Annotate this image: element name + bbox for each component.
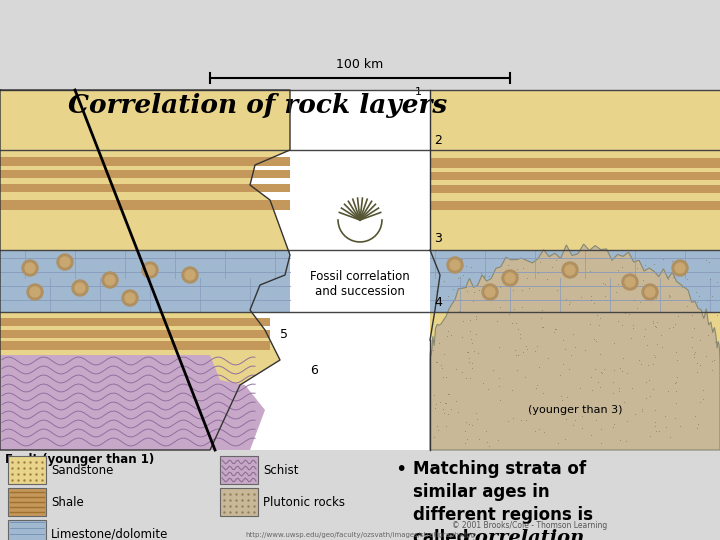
Bar <box>220 456 258 484</box>
Text: http://www.uwsp.edu/geo/faculty/ozsvath/images/stratigraphy.jpg: http://www.uwsp.edu/geo/faculty/ozsvath/… <box>245 532 475 538</box>
Text: (younger than 3): (younger than 3) <box>528 405 622 415</box>
Bar <box>8 456 46 484</box>
Text: Matching strata of: Matching strata of <box>413 460 586 478</box>
Circle shape <box>105 275 115 285</box>
Circle shape <box>675 263 685 273</box>
Circle shape <box>645 287 655 297</box>
Bar <box>8 488 46 516</box>
Polygon shape <box>0 330 270 338</box>
Circle shape <box>57 254 73 270</box>
Circle shape <box>145 265 155 275</box>
Circle shape <box>182 267 198 283</box>
Text: called: called <box>413 529 474 540</box>
Bar <box>8 520 46 540</box>
Text: Schist: Schist <box>263 463 299 476</box>
Circle shape <box>565 265 575 275</box>
Circle shape <box>562 262 578 278</box>
Text: different regions is: different regions is <box>413 506 593 524</box>
Polygon shape <box>0 341 270 350</box>
Circle shape <box>482 284 498 300</box>
Polygon shape <box>0 90 290 450</box>
Circle shape <box>185 270 195 280</box>
Text: correlation: correlation <box>463 529 584 540</box>
Polygon shape <box>430 250 720 312</box>
Circle shape <box>622 274 638 290</box>
Text: 2: 2 <box>434 133 442 146</box>
Circle shape <box>122 290 138 306</box>
Polygon shape <box>430 158 720 168</box>
Polygon shape <box>430 172 720 180</box>
Text: Correlation of rock layers: Correlation of rock layers <box>68 92 448 118</box>
Text: © 2001 Brooks/Cole - Thomson Learning: © 2001 Brooks/Cole - Thomson Learning <box>452 521 608 530</box>
Circle shape <box>625 277 635 287</box>
Circle shape <box>447 257 463 273</box>
Polygon shape <box>0 250 290 312</box>
Circle shape <box>485 287 495 297</box>
Circle shape <box>30 287 40 297</box>
Text: 4: 4 <box>434 295 442 308</box>
Bar <box>0 90 720 450</box>
Circle shape <box>27 284 43 300</box>
Polygon shape <box>0 200 290 210</box>
Text: Shale: Shale <box>51 496 84 509</box>
Circle shape <box>25 263 35 273</box>
Circle shape <box>102 272 118 288</box>
Text: 5: 5 <box>280 327 288 341</box>
Circle shape <box>22 260 38 276</box>
Circle shape <box>642 284 658 300</box>
Text: 6: 6 <box>310 363 318 376</box>
Polygon shape <box>430 244 720 450</box>
Polygon shape <box>0 157 290 166</box>
Text: 1: 1 <box>415 87 422 97</box>
Polygon shape <box>0 355 265 450</box>
Text: 3: 3 <box>434 232 442 245</box>
Circle shape <box>450 260 460 270</box>
Polygon shape <box>0 184 290 192</box>
Circle shape <box>125 293 135 303</box>
Polygon shape <box>430 201 720 210</box>
Polygon shape <box>430 185 720 193</box>
Circle shape <box>505 273 515 283</box>
Circle shape <box>672 260 688 276</box>
Polygon shape <box>0 170 290 178</box>
Polygon shape <box>430 90 720 450</box>
Circle shape <box>72 280 88 296</box>
Circle shape <box>75 283 85 293</box>
Text: Plutonic rocks: Plutonic rocks <box>263 496 345 509</box>
Circle shape <box>142 262 158 278</box>
Text: Fossil correlation
and succession: Fossil correlation and succession <box>310 270 410 298</box>
Circle shape <box>502 270 518 286</box>
Text: 100 km: 100 km <box>336 58 384 71</box>
Text: Fault (younger than 1): Fault (younger than 1) <box>5 453 154 466</box>
Text: •: • <box>395 460 406 479</box>
Polygon shape <box>0 318 270 326</box>
Text: Limestone/dolomite: Limestone/dolomite <box>51 528 168 540</box>
Text: similar ages in: similar ages in <box>413 483 549 501</box>
Circle shape <box>60 257 70 267</box>
Bar <box>220 488 258 516</box>
Text: Sandstone: Sandstone <box>51 463 113 476</box>
